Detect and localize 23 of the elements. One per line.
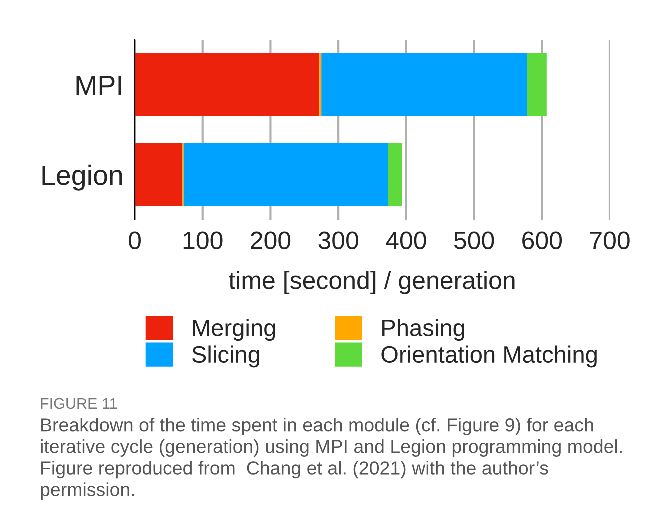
x-tick-label: 500 [454, 232, 494, 250]
legend-label: Slicing [192, 346, 260, 368]
x-tick-label: 300 [318, 232, 358, 250]
bar [322, 54, 528, 116]
legend-label: Merging [193, 319, 276, 342]
y-tick-label: Legion [42, 164, 122, 191]
x-tick-label: 0 [129, 232, 141, 250]
bar [388, 144, 402, 206]
y-tick-label: MPI [76, 76, 122, 96]
text: Breakdown of the time spent in each module (cf. Figure 9) for each iterative cycle (generation) using MPI and Legion programming model. Figure reproduced from Chang et al. (2021) with the author’s permission. [41, 418, 622, 500]
x-tick-label: 400 [386, 232, 426, 250]
bar [135, 54, 320, 116]
bar [527, 54, 547, 116]
legend-label: Orientation Matching [382, 346, 597, 368]
bar [184, 144, 388, 206]
x-tick-label: 100 [184, 232, 223, 250]
caption: FIGURE 11 [41, 398, 118, 410]
x-axis-title: time [second] / generation [229, 271, 515, 294]
x-tick-label: 700 [590, 232, 630, 250]
legend-label: Phasing [382, 319, 464, 342]
x-tick-label: 600 [522, 232, 562, 250]
bar [135, 144, 182, 206]
x-tick-label: 200 [251, 232, 291, 250]
